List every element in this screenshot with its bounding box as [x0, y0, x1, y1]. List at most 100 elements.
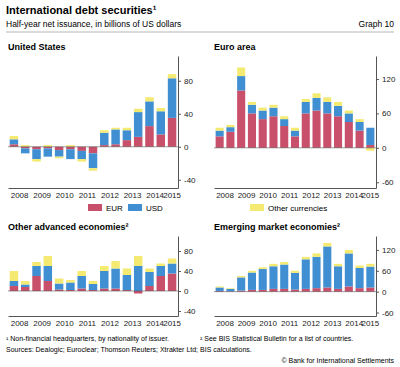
bar — [291, 271, 299, 273]
y-tick-mark — [376, 148, 379, 149]
x-tick-label: 2009 — [33, 319, 51, 328]
y-tick-label: 120 — [382, 75, 396, 84]
panel: United States-40040802008200920102011201… — [8, 42, 196, 200]
x-tick: 2008 — [11, 191, 29, 200]
series — [216, 246, 375, 291]
y-tick-mark — [178, 81, 181, 82]
x-tick-label: 2015 — [163, 191, 181, 200]
bar — [259, 267, 267, 269]
y-tick-mark — [178, 114, 181, 115]
x-tick-label: 2008 — [216, 319, 234, 328]
bar — [334, 289, 342, 292]
y-tick-label: -40 — [184, 176, 196, 185]
y-tick-label: -60 — [382, 178, 394, 187]
bar — [366, 287, 374, 291]
title: International debt securities¹ — [6, 4, 157, 16]
bar — [216, 136, 224, 147]
bar — [157, 264, 165, 267]
bar — [280, 289, 288, 292]
bar — [21, 287, 29, 291]
legend-swatch — [88, 204, 102, 211]
bar — [145, 126, 153, 147]
y-tick-mark — [178, 271, 181, 272]
footnote: ² See BIS Statistical Bulletin for a lis… — [200, 335, 353, 342]
x-tick-label: 2010 — [259, 191, 277, 200]
bar — [237, 90, 245, 147]
bar — [323, 102, 331, 113]
bar — [237, 67, 245, 76]
bar — [248, 113, 256, 147]
x-tick-label: 2010 — [56, 191, 74, 200]
y-tick-label: 0 — [184, 287, 189, 296]
y-tick-label: 0 — [382, 144, 387, 153]
bar — [10, 139, 18, 144]
x-axis-line — [215, 316, 377, 317]
y-tick: 80 — [178, 77, 193, 86]
bar — [280, 116, 288, 119]
bar — [312, 111, 320, 148]
bar — [44, 266, 52, 281]
bar — [356, 131, 364, 148]
y-tick: 120 — [376, 75, 396, 84]
bar — [269, 289, 277, 292]
x-tick-label: 2013 — [124, 191, 142, 200]
bar — [168, 118, 176, 147]
y-tick-label: 40 — [184, 267, 193, 276]
bar — [32, 276, 40, 291]
x-tick: 2013 — [324, 191, 342, 200]
bar — [226, 288, 234, 290]
x-tick: 2012 — [302, 191, 320, 200]
bar — [323, 243, 331, 246]
bar — [366, 148, 374, 151]
x-axis-line — [215, 188, 377, 189]
bar — [312, 93, 320, 98]
bar — [323, 287, 331, 291]
bar — [77, 289, 85, 292]
panel-title: United States — [8, 42, 66, 52]
bar — [356, 119, 364, 122]
x-tick-label: 2013 — [324, 191, 342, 200]
x-tick: 2008 — [216, 191, 234, 200]
x-tick: 2009 — [33, 191, 51, 200]
bar — [66, 280, 74, 283]
bar — [168, 74, 176, 78]
bar — [145, 97, 153, 101]
bar — [134, 112, 142, 137]
bar — [302, 102, 310, 113]
bar — [259, 108, 267, 111]
bar — [21, 285, 29, 288]
bar — [21, 281, 29, 285]
bar — [248, 102, 256, 105]
bar — [32, 149, 40, 159]
x-tick: 2014 — [146, 319, 164, 328]
bar — [111, 129, 119, 144]
subtitle: Half-year net issuance, in billions of U… — [6, 19, 181, 29]
bar — [291, 290, 299, 292]
x-tick: 2008 — [216, 319, 234, 328]
bar — [66, 149, 74, 159]
series — [10, 256, 177, 285]
x-tick: 2011 — [281, 319, 299, 328]
bar — [111, 261, 119, 269]
series — [216, 76, 375, 145]
y-tick: -60 — [376, 309, 394, 318]
x-tick: 2013 — [324, 319, 342, 328]
zero-line — [8, 291, 178, 292]
header-rule — [6, 32, 394, 33]
x-tick-label: 2009 — [33, 191, 51, 200]
x-axis: 20082009201020112012201320142015 — [9, 189, 182, 201]
zero-line — [214, 291, 376, 292]
bar — [334, 264, 342, 266]
y-axis-line — [178, 57, 179, 189]
bar — [66, 283, 74, 291]
y-tick-mark — [376, 313, 379, 314]
bar — [323, 246, 331, 287]
bar — [134, 291, 142, 294]
y-tick-label: 120 — [382, 246, 396, 255]
bar — [89, 168, 97, 170]
bar — [216, 287, 224, 290]
x-tick-label: 2015 — [163, 319, 181, 328]
bar — [10, 271, 18, 281]
legend-item: Other currencies — [250, 204, 327, 213]
bar — [237, 76, 245, 90]
